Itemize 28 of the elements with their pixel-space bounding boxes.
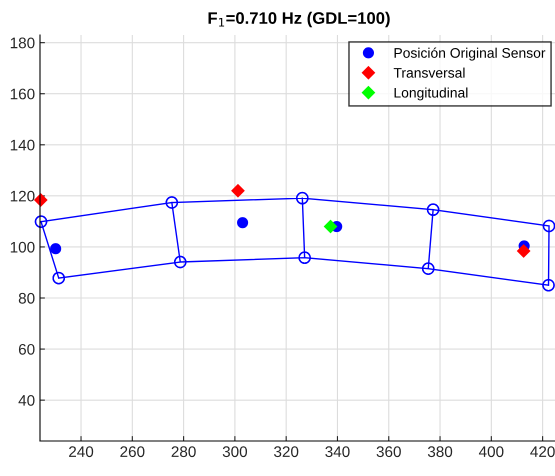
y-tick-label: 160 bbox=[10, 88, 35, 100]
legend-label: Transversal bbox=[394, 68, 465, 78]
y-tick-label: 80 bbox=[18, 292, 35, 304]
legend-label: Longitudinal bbox=[394, 87, 468, 100]
x-tick-label: 400 bbox=[478, 446, 504, 458]
point bbox=[237, 217, 248, 228]
point bbox=[50, 243, 62, 254]
x-tick-label: 320 bbox=[274, 446, 298, 458]
point bbox=[517, 244, 530, 258]
x-tick-label: 340 bbox=[325, 446, 350, 458]
legend-label: Posición Original Sensor bbox=[394, 48, 546, 61]
y-tick-label: 180 bbox=[10, 38, 35, 48]
x-tick-label: 380 bbox=[428, 446, 452, 458]
x-tick-label: 240 bbox=[69, 446, 94, 458]
point bbox=[324, 220, 338, 234]
x-tick-label: 360 bbox=[376, 446, 401, 458]
chart-title: F$_{1}$=0.710 Hz (GDL=100) bbox=[208, 12, 390, 28]
y-tick-label: 40 bbox=[18, 395, 35, 406]
point bbox=[231, 184, 245, 198]
point bbox=[34, 193, 48, 207]
x-tick-label: 280 bbox=[172, 446, 196, 458]
y-tick-label: 140 bbox=[10, 140, 35, 150]
x-tick-label: 420 bbox=[530, 446, 555, 458]
y-tick-label: 120 bbox=[10, 190, 35, 202]
x-tick-label: 300 bbox=[222, 446, 248, 458]
y-tick-label: 100 bbox=[10, 242, 35, 253]
y-tick-label: 60 bbox=[18, 344, 35, 355]
x-tick-label: 260 bbox=[120, 446, 144, 458]
